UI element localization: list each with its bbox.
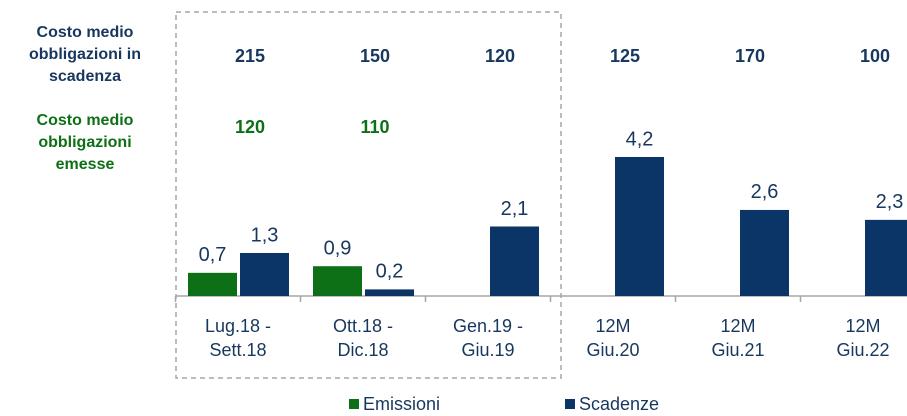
row-value: 110	[360, 117, 389, 137]
row-label: scadenza	[49, 68, 121, 85]
x-tick-label: Giu.19	[461, 340, 514, 360]
bar	[365, 289, 414, 296]
row-value: 125	[610, 46, 640, 66]
bar	[313, 266, 362, 296]
x-tick-label: 12M	[595, 316, 630, 336]
legend-swatch	[349, 399, 359, 409]
x-tick-label: Gen.19 -	[453, 316, 523, 336]
row-label: obbligazioni in	[29, 46, 141, 63]
bar	[865, 219, 907, 296]
x-tick-label: 12M	[845, 316, 880, 336]
value-label: 2,6	[751, 181, 779, 203]
row-label: Costo medio	[37, 112, 134, 129]
x-tick-label: Giu.22	[836, 340, 889, 360]
value-label: 2,1	[501, 198, 529, 220]
x-tick-label: Giu.21	[711, 340, 764, 360]
value-label: 2,3	[876, 191, 904, 213]
x-tick-label: 12M	[720, 316, 755, 336]
bar	[615, 156, 664, 296]
row-label: Costo medio	[37, 24, 134, 41]
value-label: 0,7	[199, 244, 227, 266]
bar	[740, 209, 789, 296]
bar	[188, 272, 237, 296]
value-label: 1,3	[251, 224, 279, 246]
legend-label: Emissioni	[363, 394, 440, 414]
value-label: 0,2	[376, 261, 404, 283]
row-value: 150	[360, 46, 390, 66]
x-tick-label: Dic.18	[337, 340, 388, 360]
legend-swatch	[565, 399, 575, 409]
bar	[240, 252, 289, 296]
highlight-box	[175, 11, 562, 379]
x-tick-label: Sett.18	[209, 340, 266, 360]
row-value: 100	[860, 46, 890, 66]
value-label: 4,2	[626, 128, 654, 150]
row-value: 215	[235, 46, 265, 66]
value-label: 0,9	[324, 237, 352, 259]
legend-label: Scadenze	[579, 394, 659, 414]
x-tick-label: Giu.20	[586, 340, 639, 360]
x-tick-label: Ott.18 -	[333, 316, 393, 336]
row-label: obbligazioni	[38, 134, 131, 151]
row-label: emesse	[56, 156, 115, 173]
row-value: 120	[485, 46, 515, 66]
bar	[490, 226, 539, 296]
row-value: 120	[235, 117, 265, 137]
row-value: 170	[735, 46, 765, 66]
x-tick-label: Lug.18 -	[205, 316, 271, 336]
